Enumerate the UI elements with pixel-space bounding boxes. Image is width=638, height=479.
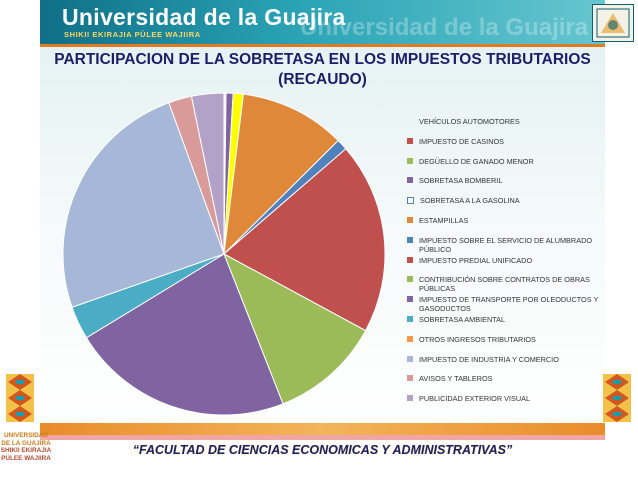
logo-line-3: SHIKII EKIRAJIA	[0, 447, 52, 454]
wayuu-ornament-left-icon	[6, 374, 34, 422]
legend-swatch	[407, 276, 413, 283]
legend-item: IMPUESTO PREDIAL UNIFICADO	[407, 256, 607, 265]
pie-slice-7	[223, 148, 386, 332]
legend-label: IMPUESTO PREDIAL UNIFICADO	[419, 255, 533, 265]
legend-swatch	[407, 197, 414, 205]
university-header-banner: Universidad de la Guajira Universidad de…	[40, 0, 634, 47]
pie-slice-5	[223, 93, 339, 256]
bottom-decorative-bar	[40, 423, 605, 435]
legend-swatch	[407, 137, 413, 144]
legend-label: IMPUESTO SOBRE EL SERVICIO DE ALUMBRADO …	[419, 235, 593, 254]
legend-label: IMPUESTO DE TRANSPORTE POR OLEODUCTOS Y …	[419, 295, 599, 314]
legend-item: IMPUESTO SOBRE EL SERVICIO DE ALUMBRADO …	[407, 236, 607, 254]
legend-item: AVISOS Y TABLEROS	[407, 374, 607, 383]
legend-swatch	[407, 217, 413, 223]
legend-item: IMPUESTO DE INDUSTRIA Y COMERCIO	[407, 355, 607, 364]
university-seal-icon	[592, 4, 634, 42]
legend-label: CONTRIBUCIÓN SOBRE CONTRATOS DE OBRAS PÚ…	[419, 275, 590, 294]
legend-swatch	[407, 157, 413, 164]
pie-slice-8	[223, 252, 367, 405]
chart-title: PARTICIPACION DE LA SOBRETASA EN LOS IMP…	[40, 50, 605, 90]
legend-item: VEHÍCULOS AUTOMOTORES	[407, 117, 607, 126]
legend-item: IMPUESTO DE TRANSPORTE POR OLEODUCTOS Y …	[407, 295, 607, 313]
legend-item: SOBRETASA BOMBERIL	[407, 176, 607, 185]
pie-slice-14	[190, 92, 225, 255]
legend-item: IMPUESTO DE CASINOS	[407, 137, 607, 146]
legend-swatch	[407, 395, 413, 402]
legend-swatch	[407, 355, 413, 362]
legend-label: AVISOS Y TABLEROS	[419, 374, 493, 384]
legend-label: SOBRETASA BOMBERIL	[419, 176, 503, 186]
logo-line-1: UNIVERSIDAD	[3, 432, 49, 439]
legend-swatch	[407, 335, 413, 342]
legend-item: PUBLICIDAD EXTERIOR VISUAL	[407, 394, 607, 403]
legend-item: SOBRETASA AMBIENTAL	[407, 315, 607, 324]
wayuu-ornament-right-icon	[603, 374, 631, 422]
logo-line-4: PÜLEE WAJIIRA	[1, 454, 51, 462]
chart-title-line-2: (RECAUDO)	[278, 71, 367, 88]
bottom-decorative-bar-secondary	[40, 435, 605, 440]
pie-slice-9	[85, 253, 284, 416]
chart-title-line-1: PARTICIPACION DE LA SOBRETASA EN LOS IMP…	[54, 51, 591, 68]
legend-swatch	[407, 296, 413, 303]
legend-label: SOBRETASA A LA GASOLINA	[420, 196, 520, 206]
faculty-footer: “FACULTAD DE CIENCIAS ECONOMICAS Y ADMIN…	[132, 443, 513, 457]
legend-label: OTROS INGRESOS TRIBUTARIOS	[419, 334, 536, 344]
university-logo: UNIVERSIDAD DE LA GUAJIRA SHIKII EKIRAJI…	[0, 432, 52, 478]
legend-item: ESTAMPILLAS	[407, 216, 607, 225]
logo-line-2: DE LA GUAJIRA	[1, 439, 51, 447]
legend-swatch	[407, 375, 413, 382]
university-name-shadow: Universidad de la Guajira	[300, 14, 589, 41]
university-name: Universidad de la Guajira	[62, 4, 346, 30]
legend-label: SOBRETASA AMBIENTAL	[419, 315, 506, 324]
legend-item: CONTRIBUCIÓN SOBRE CONTRATOS DE OBRAS PÚ…	[407, 275, 607, 293]
legend-item: SOBRETASA A LA GASOLINA	[407, 196, 607, 205]
legend-item: OTROS INGRESOS TRIBUTARIOS	[407, 335, 607, 344]
legend-label: PUBLICIDAD EXTERIOR VISUAL	[419, 394, 531, 404]
pie-slice-12	[62, 102, 225, 308]
legend-swatch	[407, 316, 413, 322]
legend-label: IMPUESTO DE CASINOS	[419, 136, 505, 146]
legend-label: DEGÜELLO DE GANADO MENOR	[419, 156, 534, 166]
legend-swatch	[407, 236, 413, 243]
university-subtitle: SHIKII EKIRAJIA PÜLEE WAJIIRA	[64, 30, 201, 39]
legend-swatch	[407, 256, 413, 263]
legend-label: VEHÍCULOS AUTOMOTORES	[419, 117, 520, 126]
legend-label: ESTAMPILLAS	[419, 216, 469, 225]
legend-item: DEGÜELLO DE GANADO MENOR	[407, 157, 607, 166]
legend-swatch	[407, 118, 413, 124]
legend-label: IMPUESTO DE INDUSTRIA Y COMERCIO	[419, 354, 559, 364]
legend-swatch	[407, 177, 413, 184]
